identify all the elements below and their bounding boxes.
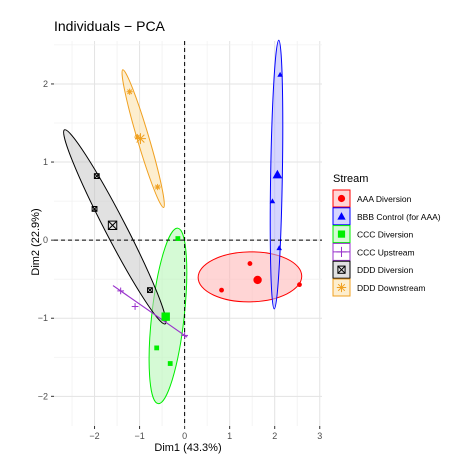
chart-title: Individuals − PCA [54, 18, 166, 34]
y-tick-label: −2 [38, 391, 48, 401]
legend-marker [337, 283, 346, 292]
legend-title: Stream [333, 173, 368, 185]
data-point-2-1 [154, 346, 159, 351]
x-tick-label: −1 [134, 431, 144, 441]
data-point-0-0 [219, 288, 224, 293]
x-tick-label: −2 [89, 431, 99, 441]
marker-shape [162, 312, 170, 320]
marker-shape [338, 195, 345, 202]
legend-marker [338, 195, 345, 202]
data-point-5-2 [154, 184, 160, 190]
centroid-point-0 [253, 276, 261, 284]
data-point-5-0 [127, 89, 133, 95]
data-point-0-1 [248, 261, 253, 266]
x-tick-label: 2 [272, 431, 277, 441]
y-tick-label: 0 [43, 235, 48, 245]
marker-shape [219, 288, 224, 293]
legend-marker [338, 231, 345, 238]
legend-label: CCC Upstream [357, 247, 415, 257]
legend-label: DDD Downstream [357, 283, 426, 293]
centroid-point-5 [135, 133, 146, 144]
marker-shape [168, 361, 173, 366]
x-axis-label: Dim1 (43.3%) [154, 442, 221, 454]
marker-shape [253, 276, 261, 284]
legend-label: AAA Diversion [357, 194, 412, 204]
y-tick-label: 2 [43, 79, 48, 89]
y-tick-label: −1 [38, 313, 48, 323]
x-tick-label: 3 [317, 431, 322, 441]
legend-label: CCC Diversion [357, 230, 413, 240]
marker-shape [154, 346, 159, 351]
data-point-0-2 [297, 282, 302, 287]
x-tick-label: 1 [227, 431, 232, 441]
centroid-point-2 [162, 312, 170, 320]
marker-shape [338, 231, 345, 238]
marker-shape [175, 236, 180, 241]
data-point-2-2 [168, 361, 173, 366]
x-tick-label: 0 [182, 431, 187, 441]
y-tick-label: 1 [43, 157, 48, 167]
y-axis-label: Dim2 (22.9%) [30, 208, 42, 275]
marker-shape [297, 282, 302, 287]
marker-shape [248, 261, 253, 266]
data-point-2-0 [175, 236, 180, 241]
legend-label: BBB Control (for AAA) [357, 212, 441, 222]
legend-label: DDD Diversion [357, 265, 413, 275]
